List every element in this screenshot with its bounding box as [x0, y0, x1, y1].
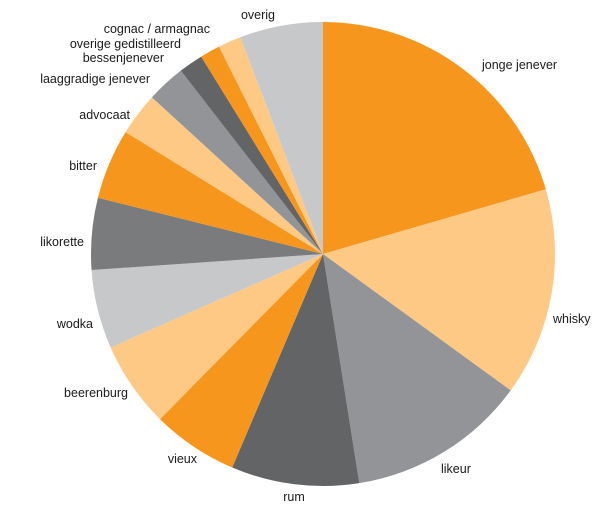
- slice-label: jonge jenever: [481, 58, 557, 72]
- slice-label: bessenjenever: [83, 51, 164, 65]
- pie-slice-advocaat: [125, 97, 323, 254]
- pie-slice-jonge-jenever: [323, 21, 546, 254]
- slice-label: vieux: [168, 452, 198, 466]
- slice-label: likeur: [441, 462, 471, 476]
- slice-label: beerenburg: [64, 386, 128, 400]
- slice-label: laaggradige jenever: [40, 72, 150, 86]
- pie-slice-bessenjenever: [180, 56, 323, 254]
- slice-label: whisky: [552, 312, 591, 326]
- slice-label: wodka: [56, 317, 93, 331]
- pie-slice-overige-gedistilleerd: [201, 46, 323, 254]
- pie-slice-bitter: [97, 132, 324, 254]
- slice-label: advocaat: [79, 108, 130, 122]
- pie-slice-rum: [232, 254, 360, 486]
- slice-label: overig: [241, 8, 275, 22]
- pie-slice-laaggradige-jenever: [151, 70, 323, 255]
- pie-slice-likeur: [323, 254, 511, 484]
- slice-label: cognac / armagnac: [104, 22, 210, 36]
- slice-label: likorette: [40, 235, 84, 249]
- pie-slice-vieux: [159, 254, 323, 468]
- pie-slice-whisky: [323, 189, 556, 391]
- pie-slice-beerenburg: [110, 254, 323, 420]
- pie-slice-likorette: [90, 197, 324, 271]
- pie-slices: [90, 21, 556, 486]
- slice-label: rum: [283, 490, 305, 504]
- pie-labels: jonge jenever whisky likeur rum vieux beerenb…: [40, 8, 591, 504]
- pie-slice-cognac-armagnac: [218, 37, 323, 254]
- slice-label: bitter: [69, 159, 97, 173]
- pie-slice-wodka: [91, 254, 323, 348]
- slice-label: overige gedistilleerd: [70, 37, 181, 51]
- pie-slice-overig: [240, 22, 323, 254]
